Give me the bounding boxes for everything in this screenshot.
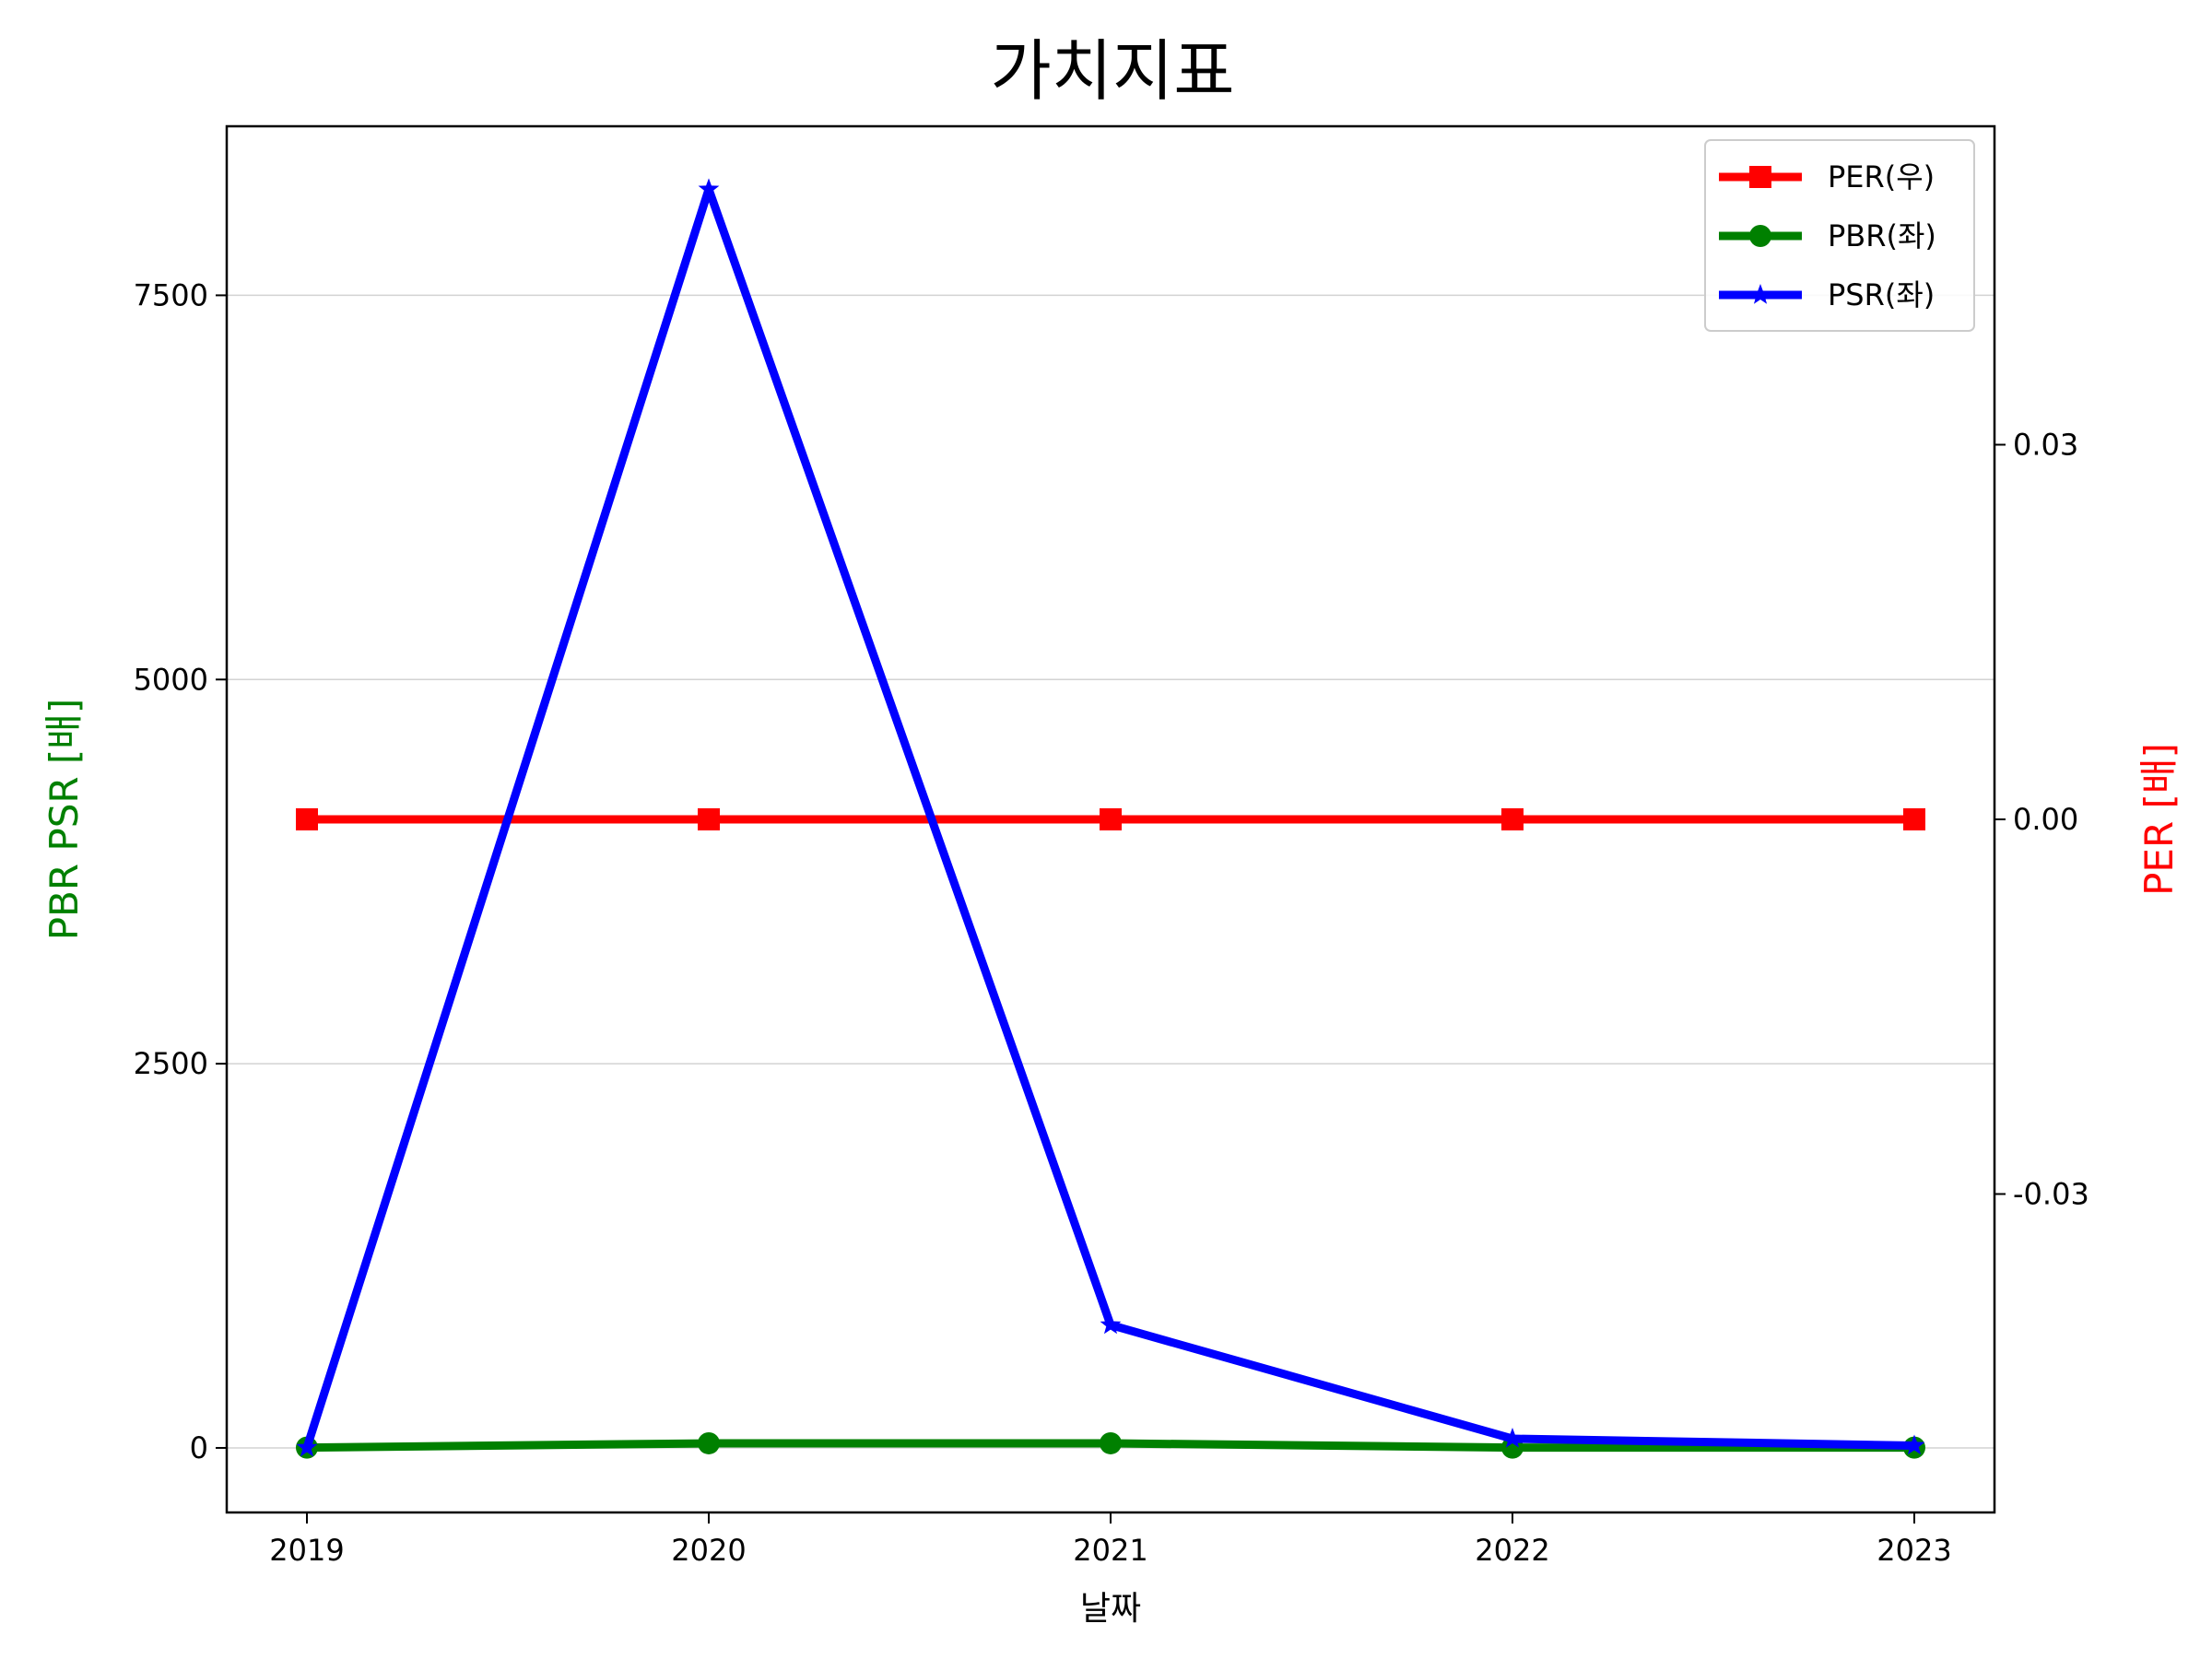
x-axis-label: 날짜 xyxy=(1080,1590,1141,1628)
data-point-per xyxy=(698,808,720,830)
x-tick-label: 2020 xyxy=(671,1533,746,1568)
legend-box xyxy=(1704,139,1975,332)
x-tick-label: 2022 xyxy=(1475,1533,1549,1568)
legend-marker-psr xyxy=(1749,284,1771,304)
left-y-tick-label: 7500 xyxy=(134,277,208,312)
data-point-psr xyxy=(698,178,720,199)
right-y-tick-label: -0.03 xyxy=(2013,1176,2089,1211)
data-point-psr xyxy=(296,1436,318,1457)
chart-title: 가치지표 xyxy=(991,32,1235,110)
data-point-pbr xyxy=(698,1431,720,1454)
legend-label-per: PER(우) xyxy=(1828,159,1935,194)
data-point-per xyxy=(1501,808,1524,830)
left-y-axis-label: PBR PSR [배] xyxy=(41,699,87,941)
right-y-tick-label: 0.00 xyxy=(2013,802,2078,837)
data-point-per xyxy=(1100,808,1122,830)
left-y-tick-label: 5000 xyxy=(134,662,208,697)
left-y-tick-label: 0 xyxy=(190,1430,208,1465)
left-y-tick-label: 2500 xyxy=(134,1046,208,1081)
legend-marker-pbr xyxy=(1749,225,1771,247)
data-point-psr xyxy=(1501,1427,1524,1448)
legend-label-pbr: PBR(좌) xyxy=(1828,218,1936,253)
legend-marker-per xyxy=(1749,166,1771,188)
x-tick-label: 2019 xyxy=(269,1533,344,1568)
data-point-psr xyxy=(1903,1434,1925,1455)
data-point-psr xyxy=(1100,1313,1122,1335)
left-y-axis: 0 2500 5000 7500 xyxy=(134,277,227,1465)
right-y-axis: -0.03 0.00 0.03 xyxy=(1994,428,2089,1211)
data-point-per xyxy=(296,808,318,830)
data-point-pbr xyxy=(1100,1431,1122,1454)
series-layer xyxy=(296,178,1925,1459)
data-point-per xyxy=(1903,808,1925,830)
x-tick-label: 2023 xyxy=(1877,1533,1951,1568)
right-y-tick-label: 0.03 xyxy=(2013,428,2078,463)
x-tick-label: 2021 xyxy=(1073,1533,1147,1568)
x-axis: 2019 2020 2021 2022 2023 xyxy=(269,1512,1952,1568)
right-y-axis-label: PER [배] xyxy=(2136,743,2182,896)
legend-label-psr: PSR(좌) xyxy=(1828,277,1935,312)
legend: PER(우) PBR(좌) PSR(좌) xyxy=(1704,139,1975,332)
